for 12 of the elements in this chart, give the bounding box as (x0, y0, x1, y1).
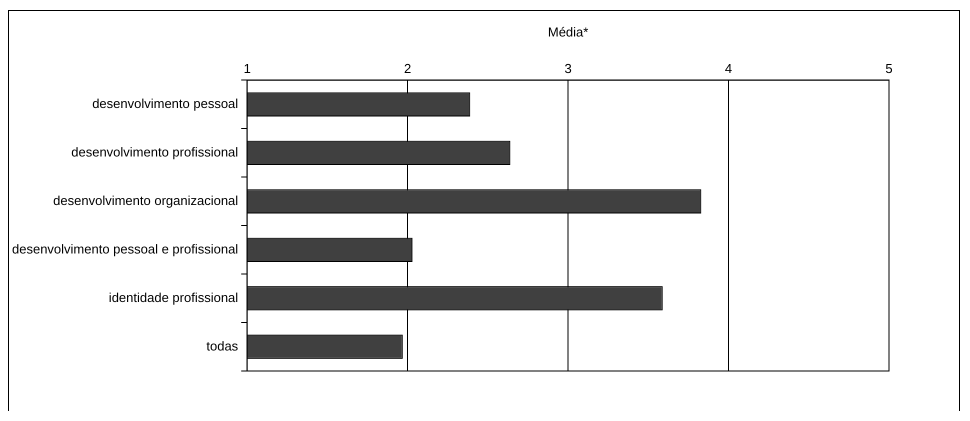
y-tick-label: desenvolvimento pessoal (92, 96, 238, 112)
y-tick-label: desenvolvimento profissional (71, 144, 238, 160)
x-axis-title: Média* (548, 24, 588, 40)
y-tick-label: desenvolvimento organizacional (53, 192, 238, 208)
x-tick-label: 2 (404, 60, 412, 76)
y-tick-label: todas (206, 338, 239, 354)
y-tick-label: desenvolvimento pessoal e profissional (12, 241, 238, 256)
x-tick-label: 1 (244, 60, 251, 76)
x-tick-label: 3 (564, 60, 572, 76)
y-tick-label: identidade profissional (108, 290, 238, 305)
x-tick-label: 5 (885, 60, 893, 76)
x-tick-label: 4 (724, 60, 732, 76)
